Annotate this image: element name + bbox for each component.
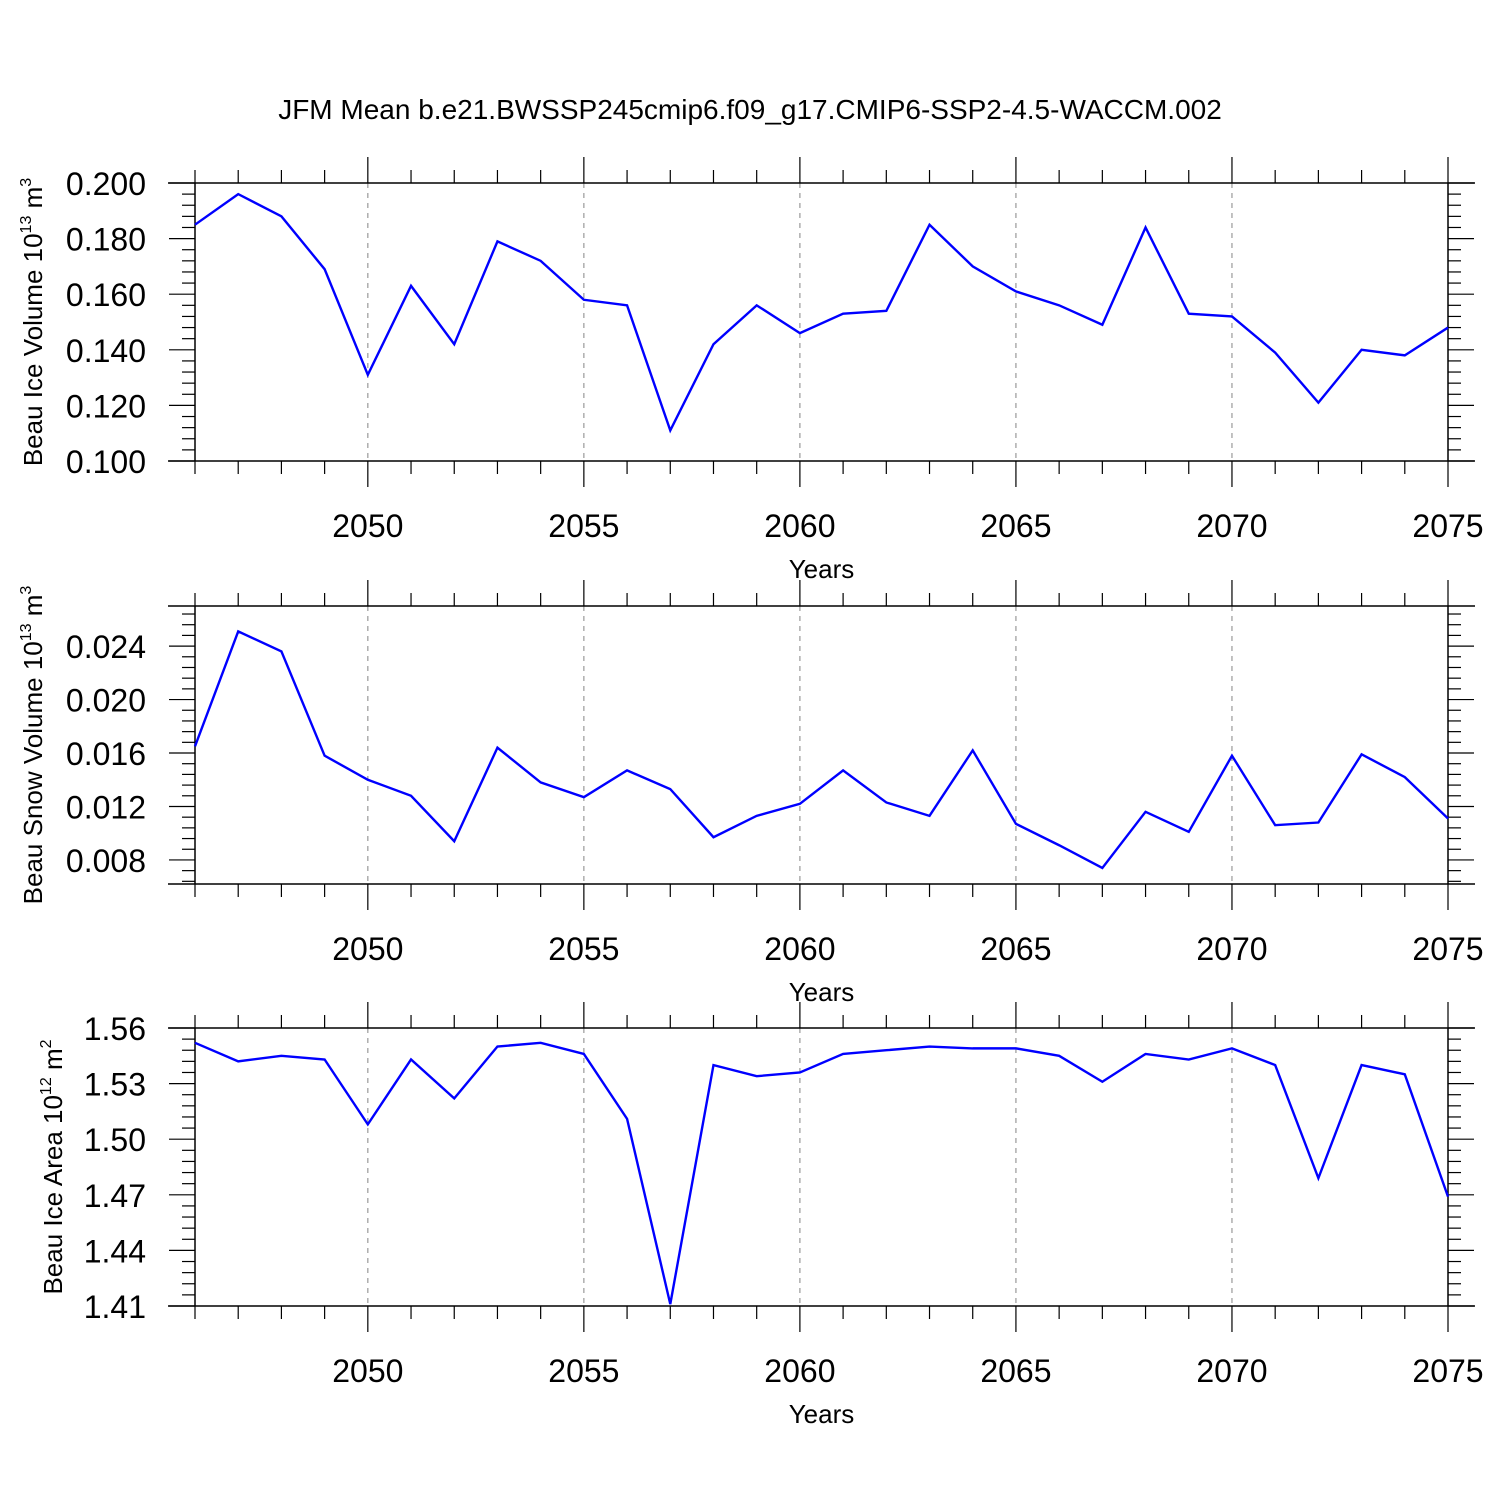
y-axis-label: Beau Snow Volume 1013 m3 bbox=[18, 586, 48, 905]
x-tick-label: 2060 bbox=[764, 931, 835, 967]
x-tick-label: 2055 bbox=[548, 508, 619, 544]
panel-2: 0.008 0.012 0.016 0.020 0.024 2050 2055 2060 206… bbox=[18, 580, 1484, 1007]
y-axis-label-exponent: 3 bbox=[18, 586, 35, 595]
panel-3: 1.41 1.44 1.47 1.50 1.53 1.56 2050 2055 2060 2065… bbox=[38, 1002, 1484, 1429]
x-tick-label: 2060 bbox=[764, 508, 835, 544]
x-tick-label: 2065 bbox=[980, 508, 1051, 544]
y-tick-label: 0.020 bbox=[66, 683, 146, 719]
x-tick-label: 2055 bbox=[548, 931, 619, 967]
x-tick-label: 2050 bbox=[332, 508, 403, 544]
x-tick-label: 2050 bbox=[332, 931, 403, 967]
series-line bbox=[194, 192, 1449, 434]
x-axis-label: Years bbox=[789, 977, 855, 1007]
y-axis-label-exponent: 13 bbox=[18, 623, 35, 641]
y-tick-label: 1.53 bbox=[84, 1067, 146, 1103]
x-tick-label: 2070 bbox=[1196, 508, 1267, 544]
x-tick-label: 2065 bbox=[980, 1353, 1051, 1389]
series-line bbox=[194, 1041, 1450, 1305]
y-tick-label: 0.140 bbox=[66, 333, 146, 369]
y-axis-label-exponent: 13 bbox=[18, 216, 35, 234]
y-tick-label: 1.47 bbox=[84, 1178, 146, 1214]
y-tick-label: 0.120 bbox=[66, 388, 146, 424]
x-tick-label: 2060 bbox=[764, 1353, 835, 1389]
y-tick-label: 1.44 bbox=[84, 1233, 146, 1269]
y-axis-label: Beau Ice Area 1012 m2 bbox=[38, 1039, 68, 1294]
x-tick-label: 2070 bbox=[1196, 1353, 1267, 1389]
y-tick-label: 0.016 bbox=[66, 736, 146, 772]
y-axis-label-exponent: 2 bbox=[38, 1039, 55, 1048]
x-axis-label: Years bbox=[789, 1399, 855, 1429]
x-tick-label: 2065 bbox=[980, 931, 1051, 967]
y-tick-label: 1.50 bbox=[84, 1122, 146, 1158]
x-tick-label: 2075 bbox=[1412, 508, 1483, 544]
y-tick-label: 0.024 bbox=[66, 629, 146, 665]
y-tick-label: 0.160 bbox=[66, 277, 146, 313]
y-axis-label-text: m bbox=[18, 595, 48, 624]
x-tick-label: 2075 bbox=[1412, 1353, 1483, 1389]
x-tick-label: 2055 bbox=[548, 1353, 619, 1389]
y-tick-label: 1.56 bbox=[84, 1011, 146, 1047]
panel-1: 0.100 0.120 0.140 0.160 0.180 0.200 2050 2055 20… bbox=[18, 157, 1484, 584]
y-tick-label: 1.41 bbox=[84, 1289, 146, 1325]
y-axis-label-text: Beau Ice Volume 10 bbox=[18, 233, 48, 466]
y-tick-label: 0.008 bbox=[66, 843, 146, 879]
y-tick-label: 0.200 bbox=[66, 166, 146, 202]
y-axis-label-text: m bbox=[18, 187, 48, 216]
y-axis-label-text: Beau Snow Volume 10 bbox=[18, 641, 48, 904]
y-tick-label: 0.100 bbox=[66, 444, 146, 480]
y-axis-label-text: Beau Ice Area 10 bbox=[38, 1095, 68, 1294]
chart-title: JFM Mean b.e21.BWSSP245cmip6.f09_g17.CMI… bbox=[278, 94, 1222, 125]
y-tick-label: 0.180 bbox=[66, 222, 146, 258]
y-axis-label-exponent: 3 bbox=[18, 178, 35, 187]
x-tick-label: 2075 bbox=[1412, 931, 1483, 967]
y-axis-label-text: m bbox=[38, 1048, 68, 1077]
y-tick-label: 0.012 bbox=[66, 789, 146, 825]
series-line bbox=[193, 629, 1449, 870]
x-tick-label: 2050 bbox=[332, 1353, 403, 1389]
y-axis-label: Beau Ice Volume 1013 m3 bbox=[18, 178, 48, 466]
x-axis-label: Years bbox=[789, 554, 855, 584]
x-tick-label: 2070 bbox=[1196, 931, 1267, 967]
y-axis-label-exponent: 12 bbox=[38, 1077, 55, 1095]
